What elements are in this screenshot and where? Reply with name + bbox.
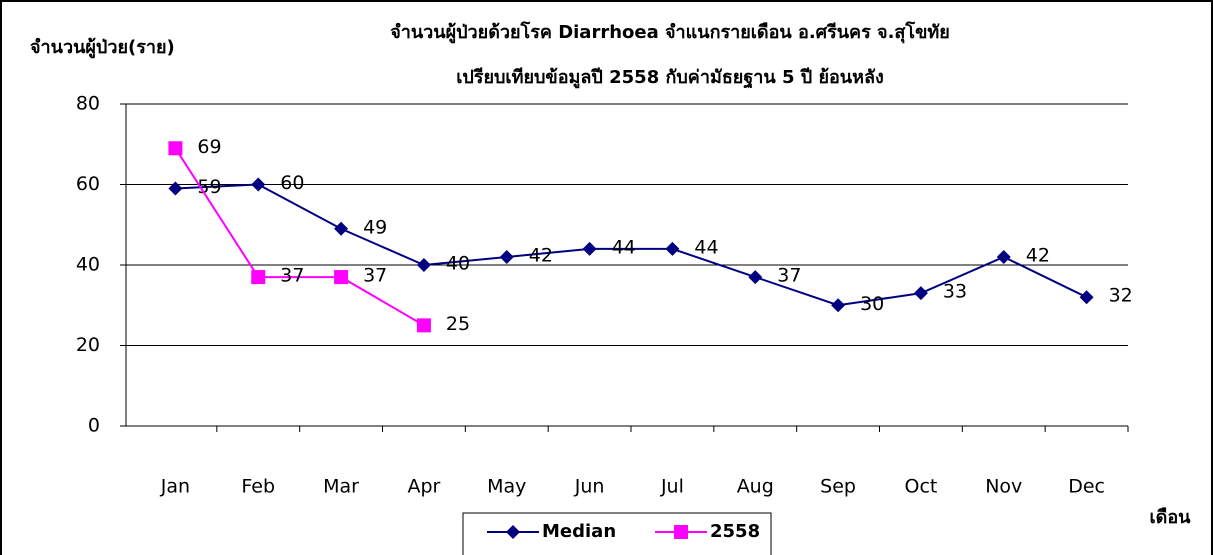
x-tick-label: May xyxy=(487,476,526,498)
data-label: 33 xyxy=(943,281,967,303)
data-label: 37 xyxy=(280,265,304,287)
data-label: 32 xyxy=(1109,285,1133,307)
data-label: 42 xyxy=(529,244,553,266)
point xyxy=(913,286,928,301)
point xyxy=(168,141,183,156)
y-axis-label: จำนวนผู้ป่วย(ราย) xyxy=(30,37,175,59)
series-line xyxy=(174,147,425,327)
data-label: 30 xyxy=(860,293,884,315)
chart-title: จำนวนผู้ป่วยด้วยโรค Diarrhoea จำแนกรายเด… xyxy=(390,21,950,44)
point xyxy=(334,270,349,285)
point xyxy=(665,241,680,256)
point xyxy=(582,241,597,256)
x-tick-label: Mar xyxy=(323,476,359,498)
point xyxy=(416,258,431,272)
data-label: 44 xyxy=(612,236,636,258)
x-tick-label: Aug xyxy=(737,476,774,498)
x-tick-label: Nov xyxy=(985,476,1022,498)
y-tick-label: 0 xyxy=(88,415,100,437)
y-tick-label: 80 xyxy=(76,93,100,115)
data-label: 25 xyxy=(446,313,470,335)
data-label: 60 xyxy=(280,172,304,194)
data-label: 37 xyxy=(363,265,387,287)
point xyxy=(334,221,349,236)
legend-marker xyxy=(674,525,688,539)
y-tick-label: 60 xyxy=(76,173,100,195)
point xyxy=(748,270,763,285)
point xyxy=(416,318,431,333)
y-tick-label: 40 xyxy=(76,254,100,276)
x-tick-label: Jul xyxy=(660,476,684,498)
series-line xyxy=(175,183,1088,307)
legend-label: Median xyxy=(542,521,616,542)
x-tick-label: Jun xyxy=(574,476,605,498)
point xyxy=(251,270,266,285)
data-label: 37 xyxy=(777,265,801,287)
x-tick-label: Dec xyxy=(1068,476,1105,498)
data-label: 40 xyxy=(446,253,470,275)
legend-marker xyxy=(506,525,520,539)
x-tick-label: Sep xyxy=(820,476,856,498)
data-label: 44 xyxy=(694,236,718,258)
data-label: 42 xyxy=(1026,244,1050,266)
legend-label: 2558 xyxy=(710,521,760,542)
point xyxy=(996,249,1011,264)
point xyxy=(1079,290,1094,305)
x-tick-label: Jan xyxy=(160,476,190,498)
y-tick-label: 20 xyxy=(76,334,100,356)
x-tick-label: Feb xyxy=(241,476,275,498)
chart-subtitle: เปรียบเทียบข้อมูลปี 2558 กับค่ามัธยฐาน 5… xyxy=(456,67,884,89)
x-axis-label: เดือน xyxy=(1150,507,1192,528)
data-label: 69 xyxy=(197,136,221,158)
point xyxy=(251,177,266,192)
x-tick-label: Oct xyxy=(904,476,937,498)
data-label: 49 xyxy=(363,216,387,238)
point xyxy=(499,249,514,264)
point xyxy=(831,298,846,313)
point xyxy=(168,181,183,196)
x-tick-label: Apr xyxy=(407,476,440,498)
